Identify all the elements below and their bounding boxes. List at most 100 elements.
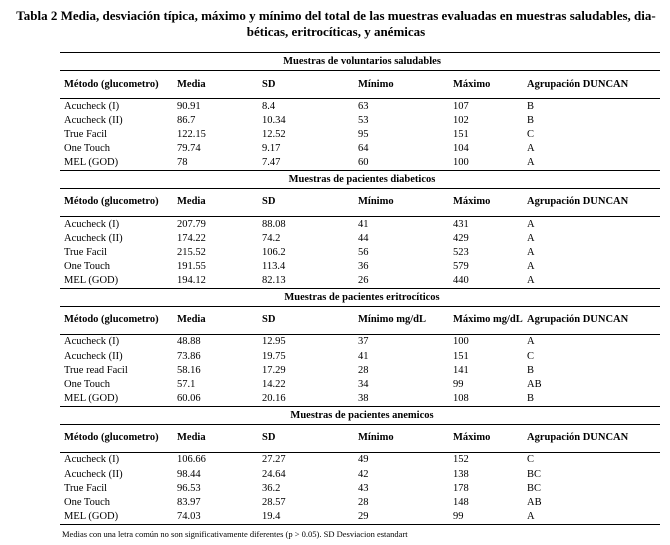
cell-minimum: 56 <box>358 246 369 258</box>
cell-minimum: 63 <box>358 100 369 112</box>
cell-duncan-group: A <box>527 261 535 273</box>
cell-method: Acucheck (II) <box>64 350 123 362</box>
cell-maximum: 107 <box>453 100 469 112</box>
column-header-duncan-group: Agrupación DUNCAN <box>523 306 660 335</box>
cell-method: Acucheck (I) <box>64 218 120 230</box>
cell-sd: 88.08 <box>262 218 286 230</box>
cell-minimum: 37 <box>358 336 369 348</box>
cell-minimum: 53 <box>358 114 369 126</box>
column-header-method: Método (glucometro) <box>60 188 173 217</box>
cell-sd: 14.22 <box>262 379 286 391</box>
cell-mean: 78 <box>173 155 258 171</box>
column-header-minimum: Mínimo <box>354 188 449 217</box>
cell-method: MEL (GOD) <box>60 273 173 289</box>
cell-sd: 106.2 <box>262 246 286 258</box>
table-row: One Touch 57.1 14.22 34 99 AB <box>60 377 660 391</box>
cell-maximum: 151 <box>453 128 469 140</box>
cell-sd: 27.27 <box>262 454 286 466</box>
cell-duncan-group: B <box>523 391 660 407</box>
section-title-row: Muestras de pacientes eritrocíticos <box>60 287 660 307</box>
cell-duncan-group: C <box>527 350 535 362</box>
cell-method: True Facil <box>64 128 108 140</box>
cell-duncan-group: AB <box>527 379 542 391</box>
cell-mean: 83.97 <box>177 496 201 508</box>
cell-minimum: 26 <box>354 273 449 289</box>
cell-sd: 9.17 <box>262 143 281 155</box>
section-title-row: Muestras de pacientes diabeticos <box>60 169 660 189</box>
cell-mean: 60.06 <box>173 391 258 407</box>
cell-mean: 191.55 <box>177 261 206 273</box>
cell-duncan-group: BC <box>527 482 542 494</box>
results-table-body: Muestras de voluntarios saludables Método… <box>60 52 660 525</box>
cell-minimum: 28 <box>358 364 369 376</box>
cell-mean: 74.03 <box>173 509 258 525</box>
cell-maximum: 99 <box>453 379 464 391</box>
table-row: True Facil 96.53 36.2 43 178 BC <box>60 481 660 495</box>
cell-maximum: 148 <box>453 496 469 508</box>
column-header-maximum: Máximo <box>449 70 523 99</box>
column-header-mean: Media <box>173 188 258 217</box>
column-header-duncan-group: Agrupación DUNCAN <box>523 70 660 99</box>
table-row: Acucheck (I) 207.79 88.08 41 431 A <box>60 216 660 231</box>
column-header-row: Método (glucometro) Media SD Mínimo Máximo Ag… <box>60 188 660 217</box>
cell-maximum: 138 <box>453 468 469 480</box>
cell-method: True Facil <box>64 482 108 494</box>
cell-maximum: 141 <box>453 364 469 376</box>
cell-mean: 207.79 <box>177 218 206 230</box>
cell-method: Acucheck (I) <box>64 100 120 112</box>
cell-mean: 57.1 <box>177 379 196 391</box>
cell-method: One Touch <box>64 496 111 508</box>
cell-sd: 7.47 <box>258 155 354 171</box>
cell-method: MEL (GOD) <box>60 155 173 171</box>
cell-duncan-group: C <box>527 454 535 466</box>
section-title: Muestras de pacientes diabeticos <box>60 169 660 189</box>
column-header-row: Método (glucometro) Media SD Mínimo Máximo Ag… <box>60 424 660 453</box>
cell-method: One Touch <box>64 379 111 391</box>
cell-minimum: 29 <box>354 509 449 525</box>
cell-sd: 19.75 <box>262 350 286 362</box>
section-title: Muestras de voluntarios saludables <box>60 52 660 71</box>
cell-minimum: 36 <box>358 261 369 273</box>
cell-sd: 36.2 <box>262 482 281 494</box>
cell-minimum: 60 <box>354 155 449 171</box>
cell-mean: 122.15 <box>177 128 206 140</box>
column-header-minimum: Mínimo <box>354 70 449 99</box>
cell-maximum: 152 <box>453 454 469 466</box>
column-header-mean: Media <box>173 306 258 335</box>
table-row: True Facil 215.52 106.2 56 523 A <box>60 245 660 259</box>
cell-duncan-group: B <box>527 364 535 376</box>
table-row: MEL (GOD) 194.12 82.13 26 440 A <box>60 273 660 289</box>
cell-duncan-group: BC <box>527 468 542 480</box>
section-title-row: Muestras de voluntarios saludables <box>60 52 660 71</box>
cell-duncan-group: A <box>523 155 660 171</box>
cell-sd: 24.64 <box>262 468 286 480</box>
column-header-row: Método (glucometro) Media SD Mínimo Máximo Ag… <box>60 70 660 99</box>
cell-maximum: 100 <box>449 155 523 171</box>
cell-sd: 10.34 <box>262 114 286 126</box>
table-row: MEL (GOD) 60.06 20.16 38 108 B <box>60 391 660 407</box>
cell-duncan-group: A <box>527 336 535 348</box>
cell-minimum: 42 <box>358 468 369 480</box>
cell-mean: 48.88 <box>177 336 201 348</box>
column-header-duncan-group: Agrupación DUNCAN <box>523 188 660 217</box>
table-row: Acucheck (I) 48.88 12.95 37 100 A <box>60 334 660 349</box>
column-header-duncan-group: Agrupación DUNCAN <box>523 424 660 453</box>
cell-method: Acucheck (I) <box>64 454 120 466</box>
cell-duncan-group: A <box>527 218 535 230</box>
cell-mean: 73.86 <box>177 350 201 362</box>
table-row: One Touch 83.97 28.57 28 148 AB <box>60 495 660 509</box>
column-header-maximum: Máximo mg/dL <box>449 306 523 335</box>
cell-method: MEL (GOD) <box>60 509 173 525</box>
cell-duncan-group: B <box>527 114 535 126</box>
cell-sd: 20.16 <box>258 391 354 407</box>
table-row: Acucheck (II) 86.7 10.34 53 102 B <box>60 113 660 127</box>
cell-minimum: 28 <box>358 496 369 508</box>
cell-sd: 12.95 <box>262 336 286 348</box>
table-row: Acucheck (I) 106.66 27.27 49 152 C <box>60 452 660 467</box>
cell-minimum: 64 <box>358 143 369 155</box>
cell-duncan-group: AB <box>527 496 542 508</box>
column-header-mean: Media <box>173 424 258 453</box>
cell-mean: 86.7 <box>177 114 196 126</box>
cell-sd: 19.4 <box>258 509 354 525</box>
table-row: MEL (GOD) 78 7.47 60 100 A <box>60 155 660 171</box>
